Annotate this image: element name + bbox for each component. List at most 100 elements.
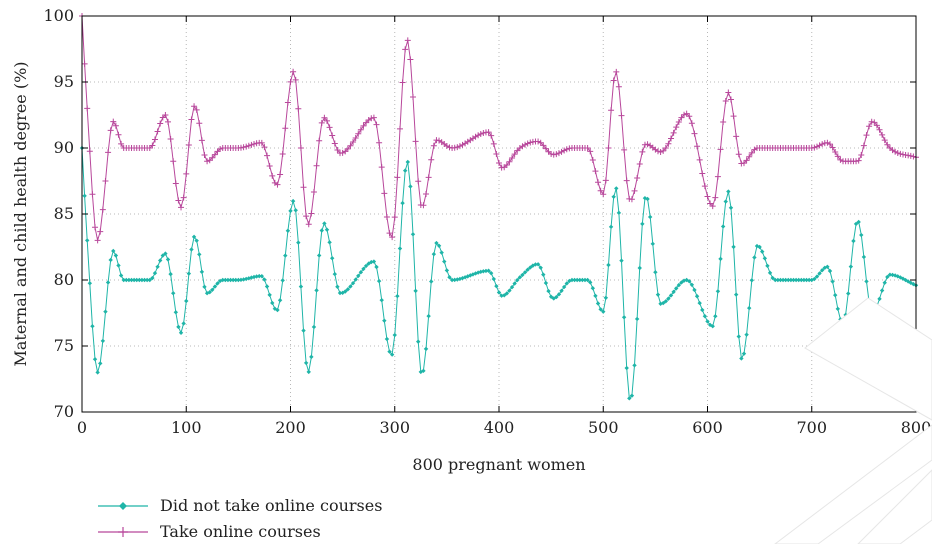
data-point (715, 174, 721, 180)
data-point (118, 141, 124, 147)
data-point (596, 301, 600, 305)
data-point (332, 141, 338, 147)
data-point (591, 286, 595, 290)
data-point (294, 208, 298, 212)
data-point (737, 334, 741, 338)
data-point (716, 289, 720, 293)
data-point (750, 278, 754, 282)
data-point (491, 141, 497, 147)
data-point (312, 325, 316, 329)
x-tick-label: 600 (692, 418, 723, 437)
data-point (92, 224, 98, 230)
data-point (836, 307, 840, 311)
data-point (309, 355, 313, 359)
data-point (119, 273, 123, 277)
data-point (181, 195, 187, 201)
data-point (496, 160, 502, 166)
data-point (355, 131, 361, 137)
data-point (718, 146, 724, 152)
data-point (314, 288, 318, 292)
data-point (170, 158, 176, 164)
data-point (101, 339, 105, 343)
data-point (522, 142, 528, 148)
data-point (454, 144, 460, 150)
data-point (665, 141, 671, 147)
data-point (493, 151, 499, 157)
data-point (200, 270, 204, 274)
data-point (306, 221, 312, 227)
data-point (883, 281, 887, 285)
data-point (629, 196, 635, 202)
x-tick-label: 200 (275, 418, 306, 437)
data-point (527, 140, 533, 146)
data-point (325, 227, 329, 231)
data-point (622, 315, 626, 319)
data-point (446, 144, 452, 150)
data-point (433, 137, 439, 143)
data-point (186, 142, 192, 148)
data-point (729, 206, 733, 210)
data-point (705, 193, 711, 199)
data-point (739, 356, 743, 360)
data-point (697, 301, 701, 305)
data-point (431, 143, 437, 149)
data-point (426, 174, 432, 180)
y-axis-label: Maternal and child health degree (%) (11, 61, 30, 366)
data-point (592, 168, 598, 174)
data-point (179, 331, 183, 335)
data-point (625, 366, 629, 370)
legend-label-no-courses: Did not take online courses (160, 496, 382, 515)
data-point (765, 264, 769, 268)
data-point (416, 339, 420, 343)
data-point (856, 158, 862, 164)
data-point (316, 138, 322, 144)
data-point (635, 317, 639, 321)
data-point (379, 164, 385, 170)
data-point (251, 141, 257, 147)
data-point (374, 265, 378, 269)
data-point (394, 174, 400, 180)
data-point (747, 306, 751, 310)
data-point (298, 145, 304, 151)
data-point (155, 129, 161, 135)
data-point (385, 337, 389, 341)
data-point (556, 150, 562, 156)
data-point (197, 252, 201, 256)
data-point (403, 168, 407, 172)
data-point (374, 122, 380, 128)
data-point (108, 258, 112, 262)
data-point (173, 180, 179, 186)
data-point (201, 152, 207, 158)
data-point (113, 123, 119, 129)
data-point (731, 113, 737, 119)
data-point (400, 80, 406, 86)
data-point (760, 249, 764, 253)
x-tick-label: 700 (796, 418, 827, 437)
data-point (593, 294, 597, 298)
data-point (695, 294, 699, 298)
x-tick-label: 300 (379, 418, 410, 437)
data-point (286, 229, 290, 233)
data-point (475, 132, 481, 138)
data-point (436, 138, 442, 144)
data-point (595, 179, 601, 185)
data-point (397, 126, 403, 132)
data-point (376, 140, 382, 146)
x-tick-label: 500 (588, 418, 619, 437)
data-point (535, 138, 541, 144)
data-point (395, 294, 399, 298)
data-point (720, 119, 726, 125)
data-point (330, 256, 334, 260)
data-point (553, 151, 559, 157)
data-point (603, 177, 609, 183)
data-point (168, 272, 172, 276)
data-point (301, 184, 307, 190)
data-point (509, 155, 515, 161)
data-point (736, 151, 742, 157)
x-tick-labels: 0 100 200 300 400 500 600 700 800 (77, 418, 931, 437)
data-point (285, 99, 291, 105)
legend-marker-courses (118, 527, 128, 537)
y-tick-labels: 707580859095100 (43, 6, 74, 421)
data-point (492, 277, 496, 281)
